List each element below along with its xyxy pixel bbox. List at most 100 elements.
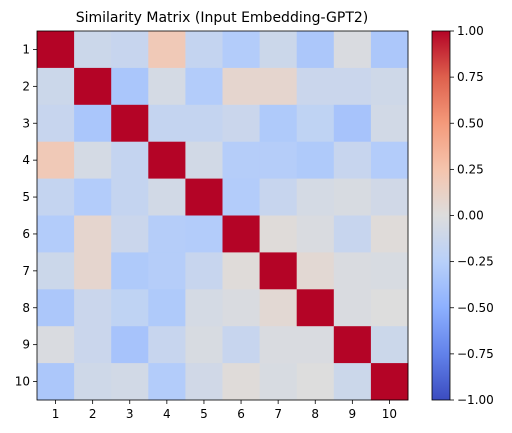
colorbar-tick-label: 1.00 — [457, 24, 484, 38]
x-tick-label: 4 — [163, 407, 171, 421]
heatmap-cell — [222, 252, 260, 290]
heatmap-cell — [74, 31, 112, 69]
heatmap-cell — [259, 326, 298, 364]
y-tick-label: 1 — [22, 42, 30, 56]
x-tick-label: 6 — [237, 407, 245, 421]
heatmap-cell — [370, 326, 409, 364]
colorbar — [431, 30, 451, 401]
heatmap-cell — [296, 31, 335, 69]
y-tick-label: 8 — [22, 301, 30, 315]
colorbar-tick-label: −0.25 — [457, 255, 494, 269]
heatmap-cells — [37, 31, 409, 401]
heatmap-cell — [74, 67, 112, 106]
heatmap-cell — [296, 104, 335, 143]
colorbar-tick-label: 0.75 — [457, 70, 484, 84]
heatmap-cell — [111, 67, 149, 106]
heatmap-cell — [370, 215, 409, 253]
heatmap-cell — [148, 252, 186, 290]
heatmap-cell — [296, 215, 335, 253]
colorbar-tick-label: 0.25 — [457, 162, 484, 176]
heatmap-cell — [185, 289, 223, 327]
heatmap-cell — [333, 104, 372, 143]
heatmap-cell — [296, 178, 335, 216]
x-axis-ticks: 1 2 3 4 5 6 7 8 9 10 — [52, 400, 397, 421]
colorbar-ticks: 1.00 0.75 0.50 0.25 0.00 −0.25 −0.50 −0.75 −1.00 — [450, 24, 494, 407]
heatmap-cell — [370, 141, 409, 179]
y-tick-label: 4 — [22, 153, 30, 167]
heatmap-cell — [148, 215, 186, 253]
heatmap-cell — [370, 104, 409, 143]
heatmap-cell — [333, 178, 372, 216]
heatmap-cell — [259, 178, 298, 216]
heatmap-cell — [333, 31, 372, 69]
heatmap-cell — [259, 31, 298, 69]
heatmap-cell — [37, 252, 75, 290]
heatmap-cell — [333, 252, 372, 290]
heatmap-cell — [74, 104, 112, 143]
heatmap-cell — [37, 178, 75, 216]
heatmap-cell — [74, 178, 112, 216]
heatmap-cell — [259, 363, 298, 401]
heatmap-cell — [111, 141, 149, 179]
heatmap-cell — [259, 252, 298, 290]
heatmap-cell — [222, 67, 260, 106]
x-tick-label: 9 — [349, 407, 357, 421]
x-tick-label: 3 — [126, 407, 134, 421]
heatmap-cell — [296, 67, 335, 106]
heatmap-cell — [148, 104, 186, 143]
heatmap-cell — [74, 141, 112, 179]
heatmap-cell — [259, 289, 298, 327]
y-tick-label: 6 — [22, 227, 30, 241]
y-tick-label: 7 — [22, 264, 30, 278]
heatmap-cell — [37, 326, 75, 364]
y-tick-label: 3 — [22, 116, 30, 130]
heatmap-cell — [148, 289, 186, 327]
x-tick-label: 5 — [200, 407, 208, 421]
heatmap-cell — [37, 141, 75, 179]
x-tick-label: 2 — [89, 407, 97, 421]
heatmap-cell — [370, 67, 409, 106]
heatmap-cell — [370, 31, 409, 69]
heatmap-cell — [37, 67, 75, 106]
heatmap-cell — [185, 67, 223, 106]
heatmap-cell — [37, 289, 75, 327]
x-tick-label: 1 — [52, 407, 60, 421]
heatmap-cell — [111, 252, 149, 290]
heatmap-cell — [111, 104, 149, 143]
heatmap-cell — [222, 141, 260, 179]
heatmap-cell — [185, 215, 223, 253]
heatmap-cell — [74, 289, 112, 327]
y-tick-label: 10 — [15, 375, 30, 389]
heatmap-cell — [185, 252, 223, 290]
heatmap-cell — [259, 67, 298, 106]
heatmap-cell — [333, 363, 372, 401]
heatmap-cell — [111, 178, 149, 216]
colorbar-tick-label: −1.00 — [457, 393, 494, 407]
heatmap-cell — [296, 289, 335, 327]
heatmap-cell — [296, 363, 335, 401]
heatmap-cell — [296, 326, 335, 364]
chart-title: Similarity Matrix (Input Embedding-GPT2) — [76, 10, 369, 26]
heatmap-cell — [259, 141, 298, 179]
heatmap-cell — [37, 363, 75, 401]
colorbar-tick-label: 0.50 — [457, 116, 484, 130]
heatmap-cell — [37, 31, 75, 69]
heatmap-cell — [222, 31, 260, 69]
heatmap-cell — [185, 363, 223, 401]
x-tick-label: 8 — [311, 407, 319, 421]
y-tick-label: 9 — [22, 338, 30, 352]
heatmap-cell — [333, 326, 372, 364]
heatmap-cell — [222, 289, 260, 327]
heatmap-cell — [222, 104, 260, 143]
colorbar-tick-label: −0.75 — [457, 347, 494, 361]
heatmap-cell — [148, 326, 186, 364]
heatmap-cell — [185, 104, 223, 143]
heatmap-cell — [296, 252, 335, 290]
x-tick-label: 7 — [274, 407, 282, 421]
plot-frame — [36, 30, 409, 401]
heatmap-cell — [222, 363, 260, 401]
heatmap-cell — [74, 363, 112, 401]
heatmap-cell — [333, 289, 372, 327]
heatmap-cell — [37, 215, 75, 253]
heatmap-cell — [111, 289, 149, 327]
